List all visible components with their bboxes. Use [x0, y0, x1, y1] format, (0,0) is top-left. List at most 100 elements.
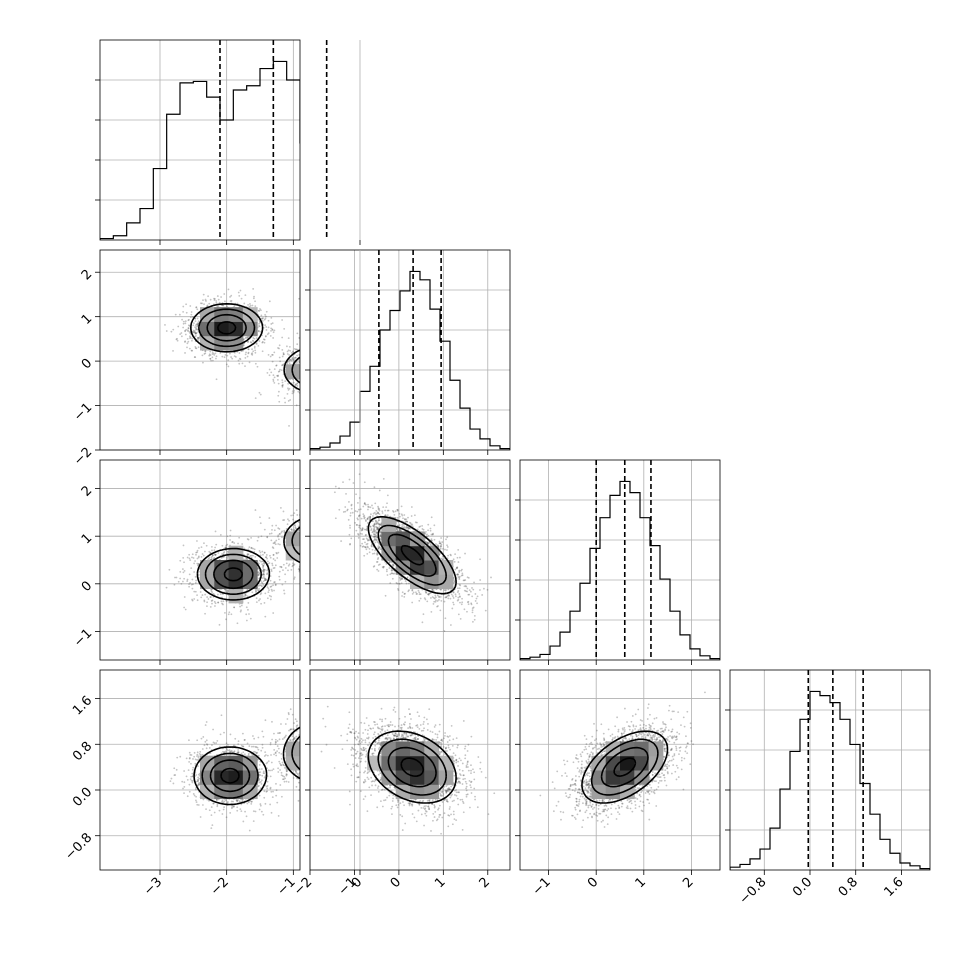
scatter-point	[334, 545, 336, 547]
scatter-point	[344, 355, 346, 357]
scatter-point	[328, 526, 330, 528]
scatter-point	[322, 391, 324, 393]
scatter-point	[301, 546, 303, 548]
scatter-point	[333, 356, 335, 358]
scatter-point	[291, 352, 293, 354]
scatter-point	[332, 373, 334, 375]
scatter-point	[320, 538, 322, 540]
scatter-point	[314, 548, 316, 550]
scatter-point	[330, 542, 332, 544]
scatter-point	[231, 358, 233, 360]
scatter-point	[315, 364, 317, 366]
scatter-point	[318, 373, 320, 375]
scatter-point	[313, 531, 315, 533]
scatter-point	[179, 578, 181, 580]
scatter-point	[321, 370, 323, 372]
scatter-point	[305, 540, 307, 542]
scatter-point	[314, 541, 316, 543]
scatter-point	[274, 529, 276, 531]
scatter-point	[338, 378, 340, 380]
scatter-point	[337, 548, 339, 550]
scatter-point	[338, 345, 340, 347]
scatter-point	[308, 391, 310, 393]
scatter-point	[348, 366, 350, 368]
scatter-point	[266, 554, 268, 556]
scatter-point	[323, 365, 325, 367]
scatter-point	[288, 520, 290, 522]
scatter-point	[336, 540, 338, 542]
scatter-point	[289, 399, 291, 401]
scatter-point	[338, 374, 340, 376]
scatter-point	[317, 537, 319, 539]
scatter-point	[313, 357, 315, 359]
scatter-point	[315, 376, 317, 378]
scatter-point	[311, 354, 313, 356]
scatter-point	[326, 371, 328, 373]
scatter-point	[319, 360, 321, 362]
scatter-point	[332, 541, 334, 543]
scatter-point	[235, 356, 237, 358]
scatter-point	[313, 375, 315, 377]
scatter-point	[306, 540, 308, 542]
scatter-point	[312, 374, 314, 376]
scatter-point	[310, 356, 312, 358]
scatter-point	[201, 546, 203, 548]
scatter-point	[322, 379, 324, 381]
scatter-point	[320, 360, 322, 362]
scatter-point	[313, 364, 315, 366]
scatter-point	[350, 530, 352, 532]
scatter-point	[319, 379, 321, 381]
scatter-point	[305, 562, 307, 564]
scatter-point	[326, 371, 328, 373]
scatter-point	[223, 293, 225, 295]
scatter-point	[321, 367, 323, 369]
scatter-point	[345, 550, 347, 552]
scatter-point	[336, 339, 338, 341]
scatter-point	[341, 550, 343, 552]
scatter-point	[314, 554, 316, 556]
scatter-point	[287, 393, 289, 395]
scatter-point	[351, 370, 353, 372]
scatter-point	[331, 542, 333, 544]
scatter-point	[283, 511, 285, 513]
scatter-point	[320, 559, 322, 561]
scatter-point	[304, 379, 306, 381]
scatter-point	[316, 555, 318, 557]
scatter-point	[325, 385, 327, 387]
scatter-point	[307, 520, 309, 522]
scatter-point	[302, 373, 304, 375]
scatter-point	[329, 529, 331, 531]
scatter-point	[323, 374, 325, 376]
scatter-point	[279, 369, 281, 371]
scatter-point	[331, 368, 333, 370]
scatter-point	[331, 383, 333, 385]
scatter-point	[341, 365, 343, 367]
scatter-point	[334, 547, 336, 549]
scatter-point	[318, 554, 320, 556]
scatter-point	[355, 520, 357, 522]
scatter-point	[305, 534, 307, 536]
scatter-point	[313, 374, 315, 376]
scatter-point	[279, 344, 281, 346]
scatter-point	[219, 352, 221, 354]
scatter-point	[315, 355, 317, 357]
scatter-point	[333, 374, 335, 376]
scatter-point	[325, 546, 327, 548]
scatter-point	[347, 532, 349, 534]
scatter-point	[332, 373, 334, 375]
scatter-point	[264, 339, 266, 341]
scatter-point	[251, 555, 253, 557]
scatter-point	[335, 380, 337, 382]
scatter-point	[193, 571, 195, 573]
scatter-point	[302, 574, 304, 576]
scatter-point	[302, 371, 304, 373]
scatter-point	[347, 356, 349, 358]
scatter-point	[274, 329, 276, 331]
scatter-point	[325, 349, 327, 351]
scatter-point	[294, 576, 296, 578]
scatter-point	[339, 373, 341, 375]
scatter-point	[306, 360, 308, 362]
scatter-point	[211, 550, 213, 552]
scatter-point	[324, 518, 326, 520]
scatter-point	[318, 549, 320, 551]
